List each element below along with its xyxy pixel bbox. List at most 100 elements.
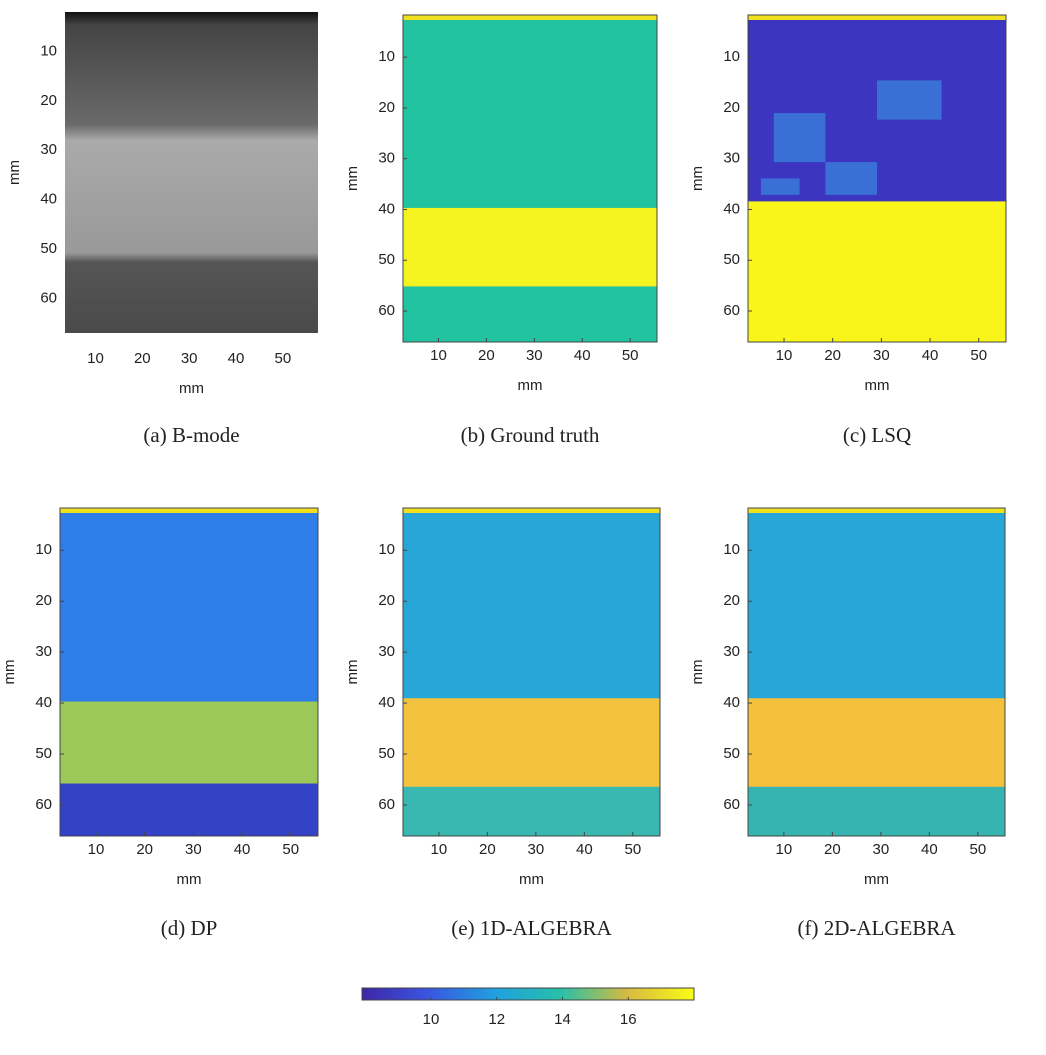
x-tick-label: 50 — [970, 347, 987, 364]
caption: (c) LSQ — [843, 423, 911, 447]
axes-frame — [402, 507, 661, 837]
y-tick-label: 10 — [40, 42, 57, 59]
x-axis-label: mm — [519, 871, 544, 888]
caption: (f) 2D-ALGEBRA — [797, 916, 956, 940]
x-axis-label: mm — [864, 871, 889, 888]
panel: 10 20 30 40 50 10 20 30 40 50 60 mm mm (d) DP — [1, 507, 319, 940]
map-patch — [760, 178, 800, 195]
y-tick-label: 50 — [35, 745, 52, 762]
axes-frame — [747, 14, 1007, 343]
y-tick-label: 30 — [35, 643, 52, 660]
y-tick-label: 10 — [378, 541, 395, 558]
map-top-edge — [403, 15, 657, 20]
map-inclusion — [748, 698, 1005, 787]
x-tick-label: 30 — [526, 347, 543, 364]
y-axis-label: mm — [689, 660, 706, 685]
y-tick-label: 30 — [378, 150, 395, 167]
x-tick-label: 20 — [478, 347, 495, 364]
x-tick-label: 50 — [275, 350, 292, 367]
x-tick-label: 40 — [576, 841, 593, 858]
y-tick-label: 20 — [378, 99, 395, 116]
y-tick-label: 60 — [723, 796, 740, 813]
x-tick-label: 10 — [430, 347, 447, 364]
colorbar-tick-label: 10 — [423, 1011, 440, 1028]
y-tick-label: 40 — [723, 694, 740, 711]
panel: 10 20 30 40 50 10 20 30 40 50 60 mm mm (c) LSQ — [689, 14, 1007, 447]
x-axis-label: mm — [518, 377, 543, 394]
y-axis-label: mm — [344, 166, 361, 191]
y-axis-label: mm — [1, 660, 18, 685]
x-tick-label: 40 — [228, 350, 245, 367]
y-tick-label: 30 — [723, 643, 740, 660]
x-tick-label: 20 — [824, 347, 841, 364]
y-tick-label: 50 — [723, 251, 740, 268]
axes-frame — [402, 14, 658, 343]
y-tick-label: 50 — [378, 745, 395, 762]
map-patch — [877, 80, 942, 120]
panel: 10 20 30 40 50 10 20 30 40 50 60 mm mm (e) 1D-ALGEBRA — [344, 507, 661, 940]
map-patch — [825, 162, 877, 195]
x-axis-label: mm — [865, 377, 890, 394]
x-tick-label: 40 — [922, 347, 939, 364]
y-tick-label: 20 — [35, 592, 52, 609]
y-tick-label: 40 — [378, 694, 395, 711]
x-tick-label: 50 — [970, 841, 987, 858]
x-tick-label: 30 — [185, 841, 202, 858]
y-tick-label: 30 — [40, 141, 57, 158]
y-tick-label: 10 — [723, 541, 740, 558]
x-tick-label: 10 — [776, 841, 793, 858]
colorbar-tick-label: 12 — [488, 1011, 505, 1028]
y-axis-label: mm — [6, 160, 23, 185]
x-tick-label: 50 — [622, 347, 639, 364]
y-tick-label: 50 — [40, 240, 57, 257]
y-tick-label: 20 — [723, 592, 740, 609]
y-tick-label: 40 — [723, 200, 740, 217]
x-tick-label: 20 — [134, 350, 151, 367]
map-region — [403, 286, 657, 342]
y-axis-label: mm — [344, 660, 361, 685]
caption: (d) DP — [161, 916, 218, 940]
y-axis-label: mm — [689, 166, 706, 191]
y-tick-label: 60 — [378, 302, 395, 319]
map-inclusion — [60, 701, 318, 784]
y-tick-label: 60 — [723, 302, 740, 319]
x-tick-label: 20 — [824, 841, 841, 858]
x-tick-label: 10 — [87, 350, 104, 367]
x-tick-label: 30 — [873, 841, 890, 858]
y-tick-label: 60 — [40, 289, 57, 306]
map-inclusion — [748, 201, 1006, 342]
caption: (a) B-mode — [143, 423, 239, 447]
x-tick-label: 40 — [234, 841, 251, 858]
x-tick-label: 40 — [921, 841, 938, 858]
x-tick-label: 10 — [431, 841, 448, 858]
x-tick-label: 10 — [776, 347, 793, 364]
map-top-edge — [60, 508, 318, 513]
colorbar-tick-label: 16 — [620, 1011, 637, 1028]
x-tick-label: 50 — [282, 841, 299, 858]
colorbar — [361, 987, 695, 1001]
map-inclusion — [403, 207, 657, 287]
y-tick-label: 10 — [35, 541, 52, 558]
y-tick-label: 30 — [723, 150, 740, 167]
y-tick-label: 40 — [35, 694, 52, 711]
y-tick-label: 50 — [378, 251, 395, 268]
y-tick-label: 50 — [723, 745, 740, 762]
axes-frame — [747, 507, 1006, 837]
y-tick-label: 10 — [378, 48, 395, 65]
x-tick-label: 40 — [574, 347, 591, 364]
y-tick-label: 40 — [40, 191, 57, 208]
x-tick-label: 30 — [873, 347, 890, 364]
panel: 10 20 30 40 50 10 20 30 40 50 60 mm mm (f) 2D-ALGEBRA — [689, 507, 1006, 940]
caption: (b) Ground truth — [461, 423, 600, 447]
x-axis-label: mm — [177, 871, 202, 888]
x-tick-label: 30 — [181, 350, 198, 367]
map-region — [748, 786, 1005, 836]
y-tick-label: 20 — [40, 92, 57, 109]
caption: (e) 1D-ALGEBRA — [451, 916, 612, 940]
x-tick-label: 30 — [528, 841, 545, 858]
panel: 10 20 30 40 50 10 20 30 40 50 60 mm mm (b) Ground tru… — [344, 14, 658, 447]
map-region — [60, 783, 318, 836]
x-axis-label: mm — [179, 380, 204, 397]
axes-frame — [59, 507, 319, 837]
